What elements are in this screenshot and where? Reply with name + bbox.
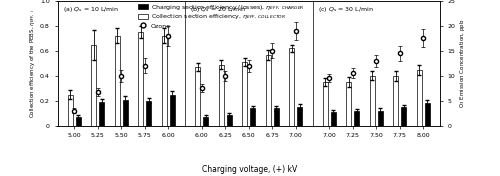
Bar	[76, 117, 81, 126]
Y-axis label: Collection efficiency of the PEBS, $\eta_{EFF,\ i}$: Collection efficiency of the PEBS, $\eta…	[29, 9, 37, 118]
Bar	[354, 111, 360, 126]
Bar	[204, 117, 208, 126]
Bar	[99, 102, 104, 126]
Bar	[138, 32, 143, 126]
Bar	[218, 65, 224, 126]
Bar	[122, 100, 128, 126]
Bar	[114, 36, 120, 126]
Bar	[331, 112, 336, 126]
Bar	[416, 70, 422, 126]
Bar	[196, 67, 200, 126]
Bar	[170, 95, 174, 126]
Bar	[91, 45, 96, 126]
Text: (a) $Q_s$ = 10 L/min: (a) $Q_s$ = 10 L/min	[62, 5, 118, 14]
Bar	[401, 107, 406, 126]
Text: (b) $Q_s$ = 20 L/min: (b) $Q_s$ = 20 L/min	[190, 5, 246, 14]
Bar	[274, 108, 279, 126]
Bar	[346, 82, 352, 126]
Text: Charging voltage, (+) kV: Charging voltage, (+) kV	[202, 165, 298, 174]
Bar	[242, 62, 248, 126]
Bar	[68, 95, 73, 126]
Bar	[162, 36, 166, 126]
Bar	[266, 55, 271, 126]
Bar	[424, 103, 430, 126]
Bar	[297, 107, 302, 126]
Bar	[146, 101, 151, 126]
Text: (c) $Q_s$ = 30 L/min: (c) $Q_s$ = 30 L/min	[318, 5, 374, 14]
Bar	[289, 48, 294, 126]
Bar	[378, 111, 383, 126]
Bar	[370, 76, 375, 126]
Legend: Charging section efficiency (losses), $\eta_{EFF,\ CHARGER}$, Collection section: Charging section efficiency (losses), $\…	[138, 3, 304, 29]
Bar	[250, 108, 256, 126]
Bar	[226, 115, 232, 126]
Y-axis label: O$_3$ Emission Concentration, ppb: O$_3$ Emission Concentration, ppb	[458, 19, 468, 108]
Bar	[393, 76, 398, 126]
Bar	[323, 82, 328, 126]
